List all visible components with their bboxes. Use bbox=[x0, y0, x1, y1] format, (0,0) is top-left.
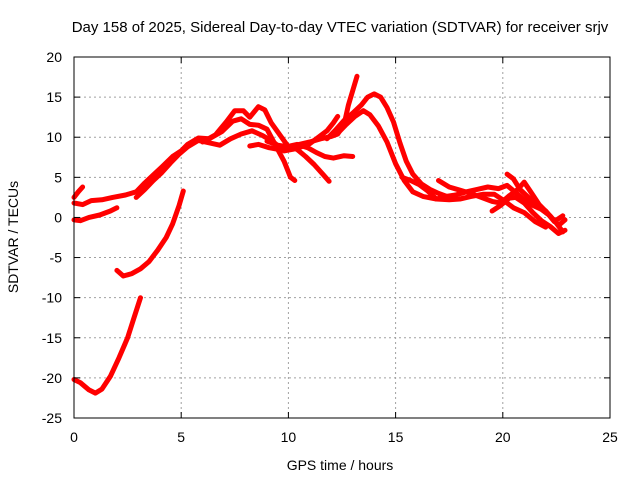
x-tick-label: 25 bbox=[602, 429, 618, 445]
y-axis-label: SDTVAR / TECUs bbox=[5, 181, 21, 293]
x-tick-label: 0 bbox=[70, 429, 78, 445]
y-tick-label: 10 bbox=[46, 129, 62, 145]
y-tick-label: 15 bbox=[46, 89, 62, 105]
x-tick-labels: 0 5 10 15 20 25 bbox=[70, 429, 618, 445]
y-tick-labels: -25 -20 -15 -10 -5 0 5 10 15 20 bbox=[42, 49, 62, 426]
series-arc-7 bbox=[200, 104, 332, 184]
series-arc-11 bbox=[335, 108, 549, 230]
x-tick-label: 10 bbox=[281, 429, 297, 445]
series-layer bbox=[71, 73, 568, 396]
x-axis-label: GPS time / hours bbox=[287, 457, 394, 473]
series-arc-14 bbox=[489, 194, 568, 236]
y-tick-label: -10 bbox=[42, 290, 62, 306]
y-tick-label: -15 bbox=[42, 330, 62, 346]
y-tick-label: 0 bbox=[54, 209, 62, 225]
series-arc-4 bbox=[71, 184, 86, 200]
series-arc-1 bbox=[71, 295, 143, 396]
series-arc-2 bbox=[114, 188, 186, 279]
grid bbox=[74, 57, 610, 418]
y-tick-label: 5 bbox=[54, 169, 62, 185]
series-arc-15 bbox=[504, 171, 566, 224]
x-tick-label: 5 bbox=[177, 429, 185, 445]
y-tick-label: -25 bbox=[42, 410, 62, 426]
chart-title: Day 158 of 2025, Sidereal Day-to-day VTE… bbox=[72, 19, 609, 36]
ticks bbox=[73, 56, 611, 419]
y-tick-label: -5 bbox=[50, 250, 63, 266]
y-tick-label: -20 bbox=[42, 370, 62, 386]
x-tick-label: 15 bbox=[388, 429, 404, 445]
series-arc-3 bbox=[71, 205, 120, 224]
y-tick-label: 20 bbox=[46, 49, 62, 65]
plot-frame bbox=[73, 56, 611, 419]
x-tick-label: 20 bbox=[495, 429, 511, 445]
